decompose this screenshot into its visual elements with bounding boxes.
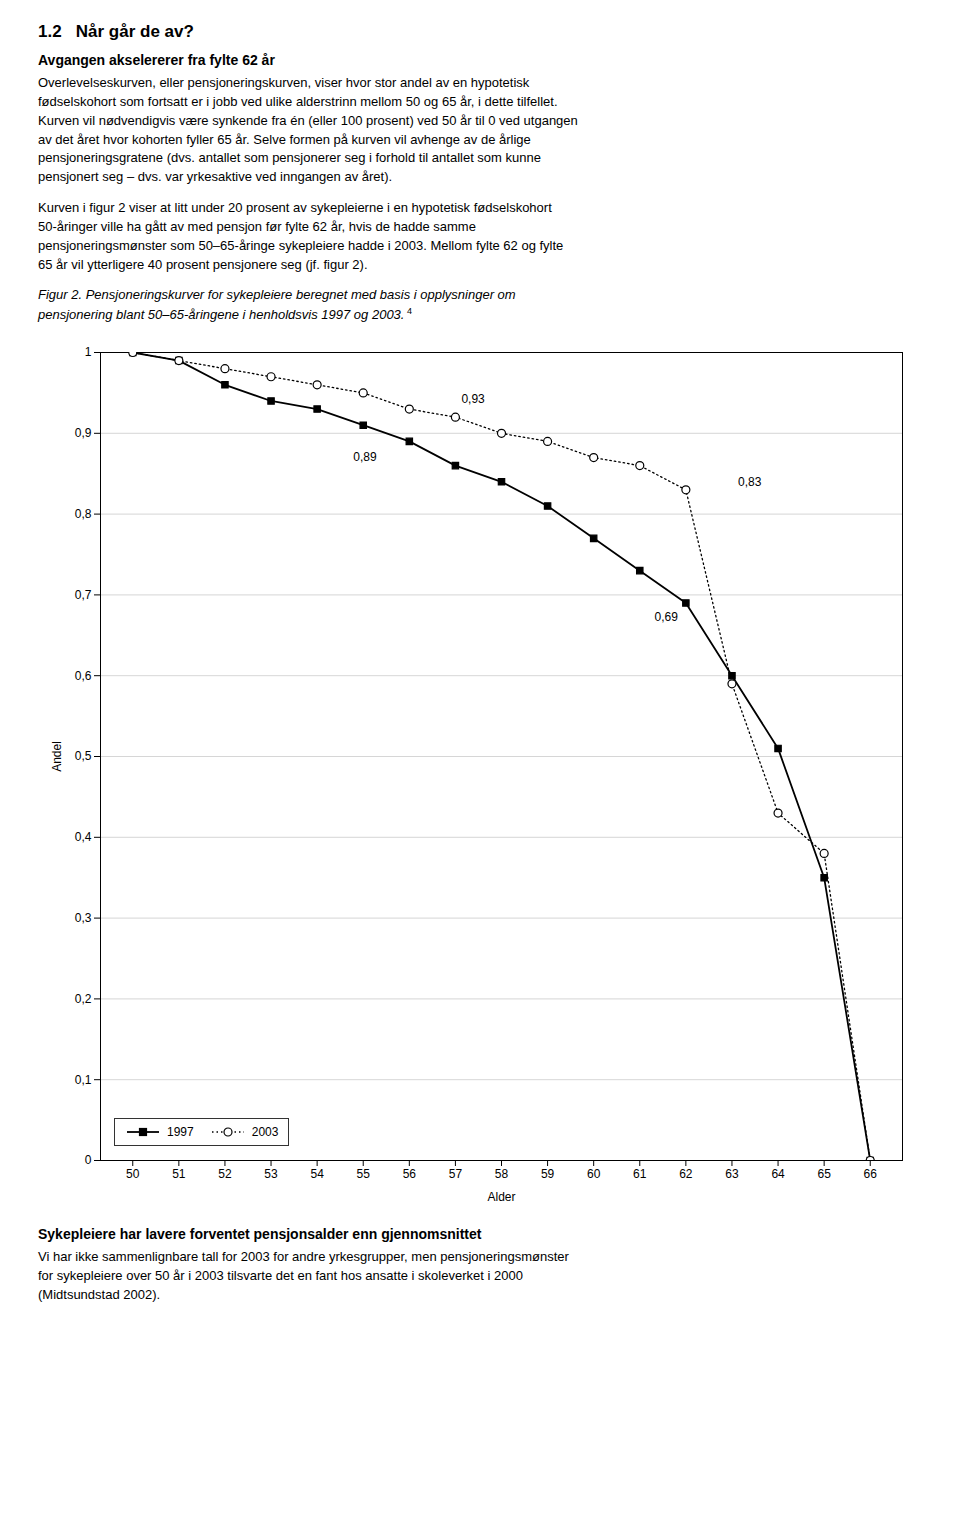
svg-text:55: 55 bbox=[357, 1167, 371, 1181]
svg-text:0,1: 0,1 bbox=[75, 1073, 92, 1087]
svg-text:0,6: 0,6 bbox=[75, 669, 92, 683]
svg-text:0,9: 0,9 bbox=[75, 426, 92, 440]
svg-text:51: 51 bbox=[172, 1167, 186, 1181]
html-text:Kurven vil nødvendigvis være s: Kurven vil nødvendigvis være synkende fr… bbox=[38, 112, 578, 128]
html-text:pensjoneringsmønster som 50–65: pensjoneringsmønster som 50–65-åringe sy… bbox=[38, 237, 564, 253]
svg-text:0,83: 0,83 bbox=[738, 475, 762, 489]
svg-text:50: 50 bbox=[126, 1167, 140, 1181]
svg-text:61: 61 bbox=[633, 1167, 647, 1181]
svg-text:60: 60 bbox=[587, 1167, 601, 1181]
html-text:2003: 2003 bbox=[251, 1125, 279, 1140]
html-text:Vi har ikke sammenlignbare tal: Vi har ikke sammenlignbare tall for 2003… bbox=[38, 1249, 569, 1265]
svg-text:56: 56 bbox=[403, 1167, 417, 1181]
html-text:pensjonering blant 50–65-åring: pensjonering blant 50–65-åringene i henh… bbox=[38, 305, 412, 322]
svg-text:0,93: 0,93 bbox=[461, 392, 485, 406]
svg-text:0,5: 0,5 bbox=[75, 749, 92, 763]
html-text:fødselskohort som fortsatt er: fødselskohort som fortsatt er i jobb ved… bbox=[38, 93, 558, 109]
svg-text:66: 66 bbox=[864, 1167, 878, 1181]
svg-text:0,89: 0,89 bbox=[353, 450, 377, 464]
html-text:1997: 1997 bbox=[167, 1125, 194, 1140]
svg-text:54: 54 bbox=[310, 1167, 324, 1181]
html-text:Overlevelseskurven, eller pens: Overlevelseskurven, eller pensjoneringsk… bbox=[38, 75, 530, 90]
svg-text:63: 63 bbox=[725, 1167, 739, 1181]
svg-text:53: 53 bbox=[264, 1167, 278, 1181]
svg-text:64: 64 bbox=[771, 1167, 785, 1181]
html-text:Sykepleiere har lavere forvent: Sykepleiere har lavere forventet pensjon… bbox=[38, 1226, 482, 1243]
html-text:(Midtsundstad 2002).: (Midtsundstad 2002). bbox=[38, 1286, 161, 1302]
svg-text:0,7: 0,7 bbox=[75, 588, 92, 602]
svg-text:57: 57 bbox=[449, 1167, 463, 1181]
html-text:for sykepleiere over 50 år i 2: for sykepleiere over 50 år i 2003 tilsva… bbox=[38, 1268, 523, 1283]
html-text:pensjoneringsgratene (dvs. ant: pensjoneringsgratene (dvs. antallet som … bbox=[38, 150, 541, 166]
html-text:pensjonert seg – dvs. var yrke: pensjonert seg – dvs. var yrkesaktive ve… bbox=[38, 169, 393, 185]
svg-text:Alder: Alder bbox=[487, 1190, 515, 1204]
svg-text:0: 0 bbox=[85, 1153, 92, 1167]
html-text:Kurven i figur 2 viser at litt: Kurven i figur 2 viser at litt under 20 … bbox=[38, 200, 552, 216]
html-text:av det året hvor kohorten fyll: av det året hvor kohorten fyller 65 år. … bbox=[38, 131, 531, 147]
svg-text:62: 62 bbox=[679, 1167, 693, 1181]
svg-text:59: 59 bbox=[541, 1167, 555, 1181]
svg-text:0,8: 0,8 bbox=[75, 507, 92, 521]
html-text:50-åringer ville ha gått av me: 50-åringer ville ha gått av med pensjon … bbox=[38, 218, 476, 234]
svg-text:0,69: 0,69 bbox=[655, 610, 679, 624]
html-text:65 år vil ytterligere 40 prose: 65 år vil ytterligere 40 prosent pensjon… bbox=[38, 256, 368, 272]
svg-text:52: 52 bbox=[218, 1167, 232, 1181]
svg-text:58: 58 bbox=[495, 1167, 509, 1181]
svg-text:Andel: Andel bbox=[50, 741, 64, 772]
svg-text:1: 1 bbox=[85, 345, 92, 359]
svg-text:0,4: 0,4 bbox=[75, 830, 92, 844]
html-text:Avgangen akselererer fra fylte: Avgangen akselererer fra fylte 62 år bbox=[38, 52, 275, 68]
svg-text:0,3: 0,3 bbox=[75, 911, 92, 925]
html-text:1.2 Når går de av?: 1.2 Når går de av? bbox=[38, 22, 194, 41]
html-text:Figur 2. Pensjoneringskurver f: Figur 2. Pensjoneringskurver for sykeple… bbox=[38, 287, 516, 303]
svg-text:65: 65 bbox=[817, 1167, 831, 1181]
svg-text:0,2: 0,2 bbox=[75, 992, 92, 1006]
